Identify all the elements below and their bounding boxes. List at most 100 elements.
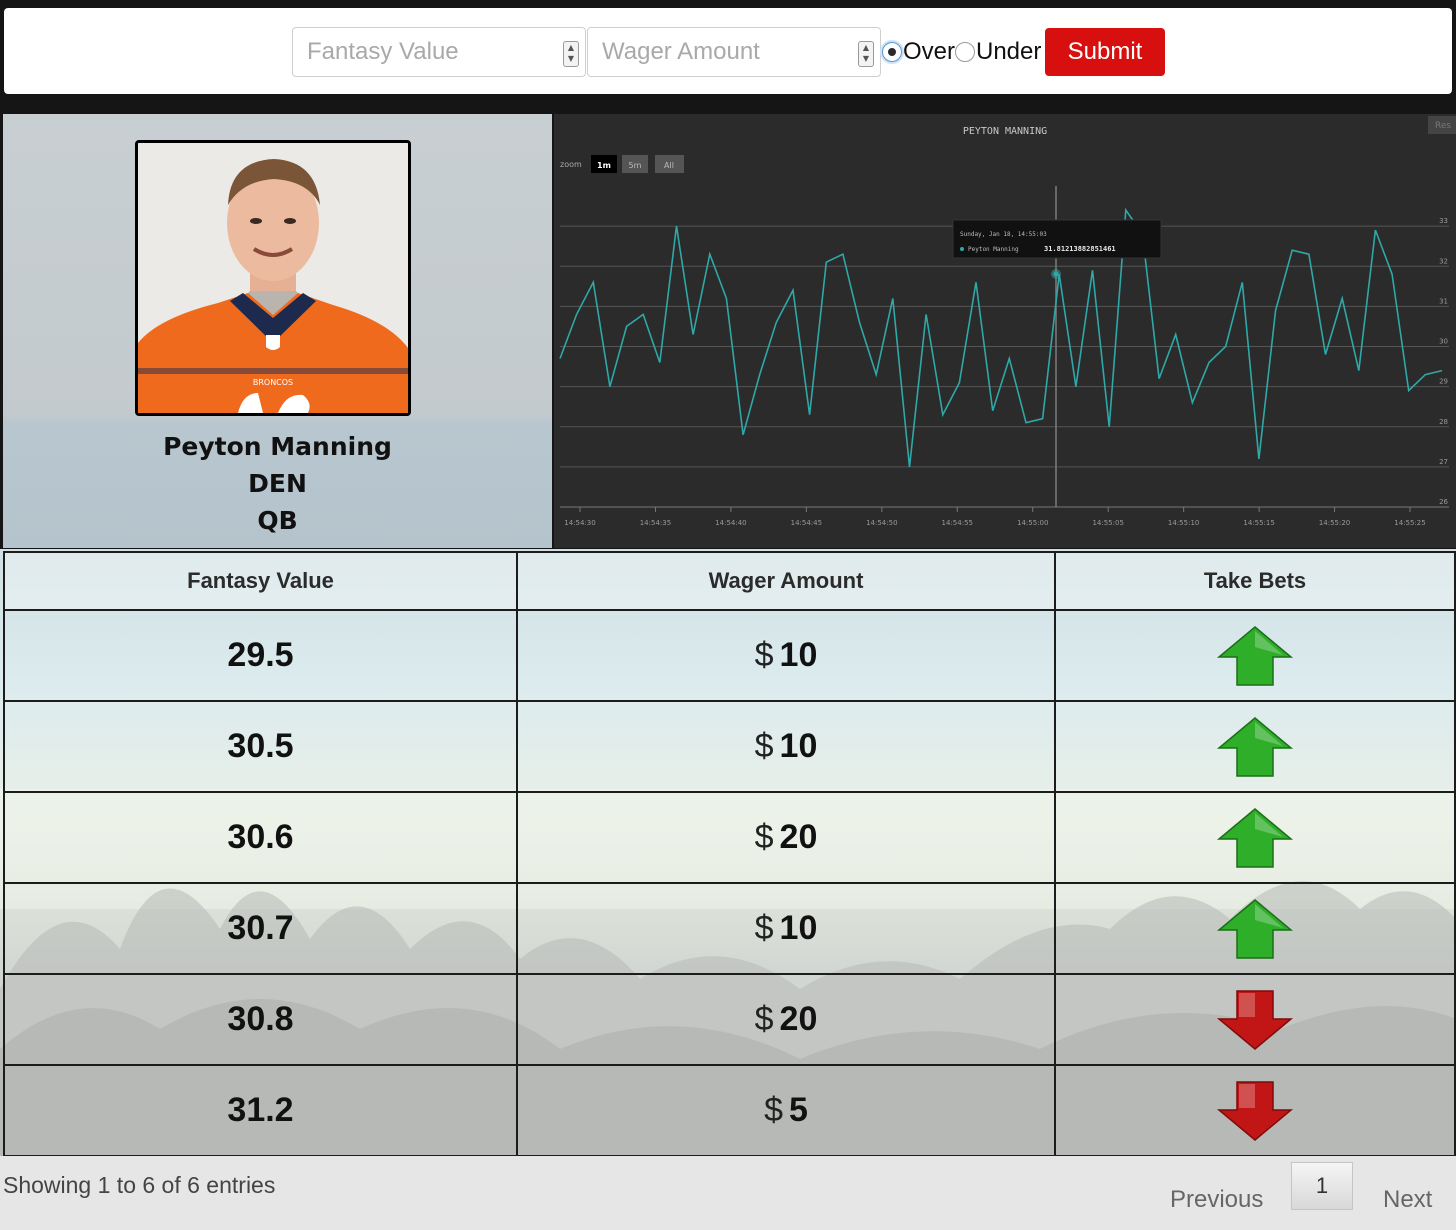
take-bet-cell xyxy=(1054,700,1456,793)
submit-button[interactable]: Submit xyxy=(1045,28,1165,76)
table-row: 30.5 $10 xyxy=(3,700,1456,793)
next-page-button[interactable]: Next xyxy=(1383,1186,1433,1213)
x-tick-label: 14:54:35 xyxy=(640,519,671,527)
player-card: BRONCOS Peyton Manning DEN QB xyxy=(3,114,552,548)
take-over-arrow-up-icon[interactable] xyxy=(1215,625,1295,687)
under-label: Under xyxy=(976,38,1042,65)
x-tick-label: 14:54:40 xyxy=(715,519,746,527)
zoom-1m-button[interactable]: 1m xyxy=(591,155,617,173)
player-photo: BRONCOS xyxy=(135,140,411,416)
price-chart: PEYTON MANNING Res zoom 1m 5m All 26 27 28… xyxy=(554,114,1456,548)
x-tick-label: 14:55:05 xyxy=(1092,519,1123,527)
entries-info: Showing 1 to 6 of 6 entries xyxy=(3,1172,276,1198)
fantasy-value-input[interactable] xyxy=(293,28,585,76)
table-row: 29.5 $10 xyxy=(3,609,1456,702)
currency-symbol: $ xyxy=(754,818,774,856)
wager-cell: $10 xyxy=(516,609,1056,702)
y-tick-label: 30 xyxy=(1439,338,1448,346)
column-header-take-bets[interactable]: Take Bets xyxy=(1054,551,1456,611)
table-row: 30.8 $20 xyxy=(3,973,1456,1066)
chart-x-ticks: 14:54:30 14:54:35 14:54:40 14:54:45 14:54:50… xyxy=(560,506,1449,527)
zoom-label: zoom xyxy=(560,160,582,169)
zoom-5m-button[interactable]: 5m xyxy=(622,155,648,173)
wager-amount: 20 xyxy=(779,818,818,856)
take-bet-cell xyxy=(1054,1064,1456,1156)
wager-cell: $20 xyxy=(516,791,1056,884)
y-tick-label: 26 xyxy=(1439,498,1448,506)
take-over-arrow-up-icon[interactable] xyxy=(1215,898,1295,960)
fantasy-value-cell: 31.2 xyxy=(3,1064,518,1156)
currency-symbol: $ xyxy=(764,1091,783,1129)
fantasy-value-cell: 30.8 xyxy=(3,973,518,1066)
take-over-arrow-up-icon[interactable] xyxy=(1215,716,1295,778)
currency-symbol: $ xyxy=(754,727,774,765)
take-bet-cell xyxy=(1054,882,1456,975)
column-header-fantasy-value[interactable]: Fantasy Value xyxy=(3,551,518,611)
series-line-peyton-manning xyxy=(559,207,1443,467)
table-row: 30.7 $10 xyxy=(3,882,1456,975)
over-radio[interactable] xyxy=(882,42,902,62)
x-tick-label: 14:55:00 xyxy=(1017,519,1048,527)
fantasy-value-cell: 30.7 xyxy=(3,882,518,975)
over-option[interactable]: Over xyxy=(882,38,955,66)
wager-amount-spinner[interactable]: ▲ ▼ xyxy=(858,41,874,67)
current-page-button[interactable]: 1 xyxy=(1291,1162,1353,1210)
player-name: Peyton Manning xyxy=(163,432,392,461)
y-tick-label: 32 xyxy=(1439,257,1448,265)
take-bet-cell xyxy=(1054,973,1456,1066)
price-chart-svg: PEYTON MANNING Res zoom 1m 5m All 26 27 28… xyxy=(559,116,1456,527)
tooltip-series-dot xyxy=(960,247,964,251)
x-tick-label: 14:55:15 xyxy=(1243,519,1274,527)
wager-amount: 5 xyxy=(789,1091,808,1129)
x-tick-label: 14:54:30 xyxy=(564,519,595,527)
y-tick-label: 31 xyxy=(1439,297,1448,305)
player-position: QB xyxy=(257,506,298,535)
hover-point xyxy=(1053,271,1059,277)
bet-form: ▲▼ ▲▼ Over Under Submit xyxy=(4,8,1452,94)
x-tick-label: 14:55:20 xyxy=(1319,519,1350,527)
zoom-5m-label: 5m xyxy=(629,161,642,170)
under-option[interactable]: Under xyxy=(955,38,1041,66)
wager-amount-field[interactable]: ▲▼ xyxy=(587,27,881,77)
fantasy-value-spinner[interactable]: ▲ ▼ xyxy=(563,41,579,67)
y-tick-label: 28 xyxy=(1439,418,1448,426)
wager-amount: 10 xyxy=(779,727,818,765)
currency-symbol: $ xyxy=(754,636,774,674)
jersey-text: BRONCOS xyxy=(253,378,293,387)
wager-amount-input[interactable] xyxy=(588,28,880,76)
player-headshot-image: BRONCOS xyxy=(138,143,408,413)
take-under-arrow-down-icon[interactable] xyxy=(1215,1080,1295,1142)
reset-zoom-button[interactable]: Res xyxy=(1428,116,1456,134)
tooltip-series: Peyton Manning xyxy=(968,246,1019,253)
chart-gridlines xyxy=(560,225,1449,508)
chart-y-ticks: 26 27 28 29 30 31 32 33 xyxy=(1439,217,1448,506)
take-bet-cell xyxy=(1054,791,1456,884)
x-tick-label: 14:54:50 xyxy=(866,519,897,527)
bets-table-section: Fantasy Value Wager Amount Take Bets 29.… xyxy=(0,549,1456,1156)
chart-tooltip: Sunday, Jan 18, 14:55:03 Peyton Manning … xyxy=(952,219,1162,259)
previous-page-button[interactable]: Previous xyxy=(1170,1186,1264,1213)
wager-cell: $10 xyxy=(516,882,1056,975)
fantasy-value-field[interactable]: ▲▼ xyxy=(292,27,586,77)
tooltip-time: Sunday, Jan 18, 14:55:03 xyxy=(960,231,1047,238)
tooltip-value: 31.81213882851461 xyxy=(1044,245,1116,253)
x-tick-label: 14:55:10 xyxy=(1168,519,1199,527)
reset-zoom-label: Res xyxy=(1435,121,1451,131)
fantasy-value-cell: 30.6 xyxy=(3,791,518,884)
x-tick-label: 14:55:25 xyxy=(1394,519,1425,527)
y-tick-label: 29 xyxy=(1439,378,1448,386)
y-tick-label: 27 xyxy=(1439,458,1448,466)
take-over-arrow-up-icon[interactable] xyxy=(1215,807,1295,869)
zoom-all-label: All xyxy=(664,161,674,170)
bets-table: Fantasy Value Wager Amount Take Bets 29.… xyxy=(3,551,1456,1156)
wager-cell: $10 xyxy=(516,700,1056,793)
zoom-all-button[interactable]: All xyxy=(655,155,684,173)
table-footer: Showing 1 to 6 of 6 entries Previous 1 N… xyxy=(0,1156,1456,1230)
over-label: Over xyxy=(903,38,956,65)
zoom-1m-label: 1m xyxy=(597,161,611,170)
fantasy-value-cell: 29.5 xyxy=(3,609,518,702)
column-header-wager-amount[interactable]: Wager Amount xyxy=(516,551,1056,611)
currency-symbol: $ xyxy=(754,909,774,947)
under-radio[interactable] xyxy=(955,42,975,62)
take-under-arrow-down-icon[interactable] xyxy=(1215,989,1295,1051)
